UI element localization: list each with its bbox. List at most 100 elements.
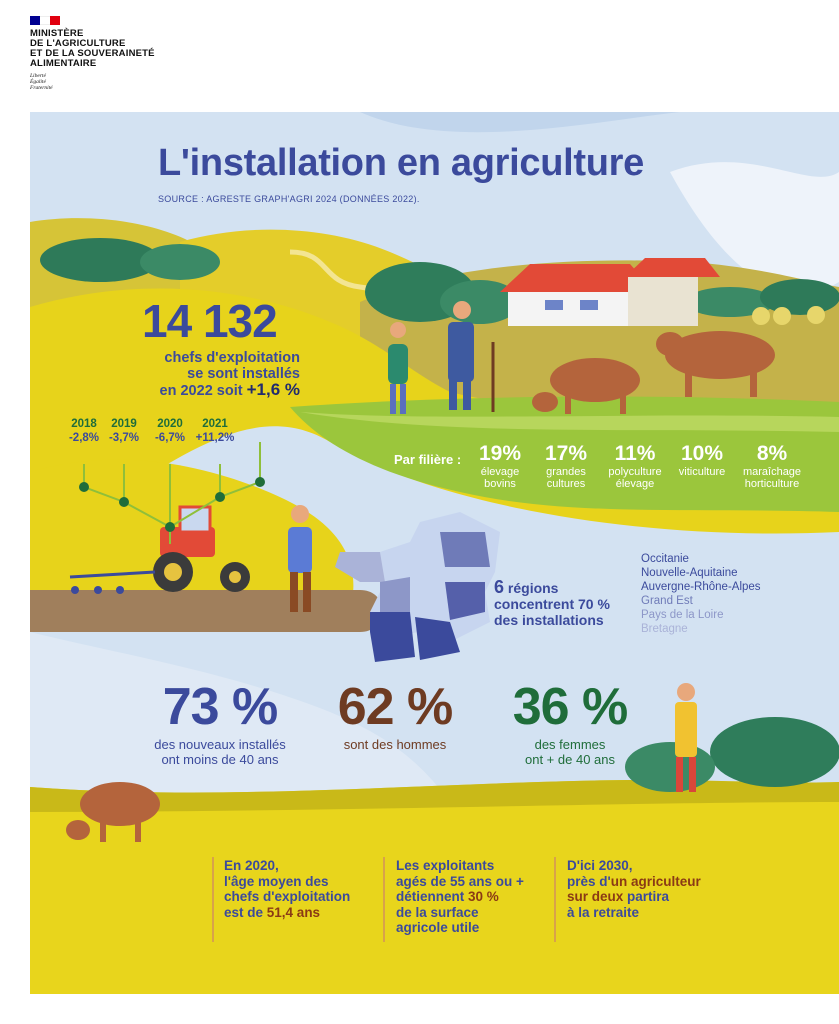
regions-count-word: régions [507,580,559,596]
regions-line: 6 régions [494,577,610,597]
stat-label: des femmes [534,737,606,752]
ministry-line: ET DE LA SOUVERAINETÉ [30,48,155,59]
filiere-label-line: élevage [615,478,655,490]
trend-lines [79,442,265,544]
regions-verb: concentrent [494,596,575,612]
ministry-line: DE L'AGRICULTURE [30,38,126,49]
regions-list: Occitanie Nouvelle-Aquitaine Auvergne-Rh… [641,552,761,636]
headline-line-text: en 2022 soit [159,383,243,399]
stat-men: 62 % sont des hommes [315,677,475,752]
headline-line: en 2022 soit +1,6 % [128,380,300,399]
note-line: est de 51,4 ans [224,905,384,921]
divider [212,857,214,942]
filiere-label-line: viticulture [678,466,726,478]
note-line: près d'un agriculteur [567,874,747,890]
note-line: l'âge moyen des [224,873,329,889]
trend-point [215,492,225,502]
infographic-poster: L'installation en agriculture SOURCE : A… [30,112,839,994]
filiere-pct: 17% [544,442,588,465]
note-line: de la surface [396,904,479,920]
filiere-item: 19% élevage bovins [470,442,530,490]
filiere-label-line: maraîchage [742,466,802,478]
filiere-label-line: cultures [546,478,586,490]
filiere-label-line: grandes [546,466,586,478]
landscape-illustration [30,112,839,994]
region-name: Grand Est [641,595,693,607]
filiere-label-line: bovins [484,478,516,490]
regions-summary: 6 régions concentrent 70 % des installat… [494,577,610,628]
filiere-pct: 11% [614,442,656,465]
stat-label: ont moins de 40 ans [161,752,279,767]
ministry-line: ALIMENTAIRE [30,58,97,69]
region-name: Bretagne [641,623,688,635]
note-average-age: En 2020, l'âge moyen des chefs d'exploit… [224,858,384,920]
filiere-pct: 10% [680,442,724,465]
note-line: D'ici 2030, [567,858,633,873]
stat-label: sont des hommes [343,737,447,752]
trend-point [79,482,89,492]
filiere-item: 10% viticulture [672,442,732,478]
region-name: Auvergne-Rhône-Alpes [641,581,761,593]
regions-line: des installations [494,612,604,628]
filiere-label-line: horticulture [744,478,800,490]
motto-line: Égalité [30,79,46,85]
filiere-pct: 8% [756,442,788,465]
motto-line: Liberté [30,73,46,79]
regions-pct: 70 % [578,596,610,612]
note-text: est de [224,904,267,920]
trend-value: -3,7% [108,432,140,444]
headline-text: chefs d'exploitation se sont installés e… [128,350,300,399]
stat-label: des nouveaux installés [154,737,286,752]
stat-label: ont + de 40 ans [525,752,615,767]
headline-line: se sont installés [187,366,300,382]
note-line: agés de 55 ans ou + [396,873,524,889]
trend-point [255,477,265,487]
page-title: L'installation en agriculture [158,142,644,184]
note-text: près d' [567,873,611,889]
trend-year: 2019 [111,418,137,430]
motto-line: Fraternité [30,85,53,91]
note-older-farmers: Les exploitants agés de 55 ans ou + déti… [396,858,556,936]
trend-value: -2,8% [68,432,100,444]
region-name: Nouvelle-Aquitaine [641,567,738,579]
trend-year: 2018 [71,418,97,430]
note-line: détiennent 30 % [396,889,556,905]
regions-count: 6 [494,577,505,597]
region-name: Pays de la Loire [641,609,724,621]
ministry-line: MINISTÈRE [30,28,84,39]
region-name: Occitanie [641,553,689,565]
note-retirement: D'ici 2030, près d'un agriculteur sur de… [567,858,747,920]
note-highlight: 30 % [468,889,499,904]
stat-women: 36 % des femmes ont + de 40 ans [490,677,650,767]
note-highlight: 51,4 ans [266,904,321,920]
ministry-name: MINISTÈRE DE L'AGRICULTURE ET DE LA SOUV… [30,29,230,69]
filiere-label: Par filière : [394,452,462,467]
note-line: En 2020, [224,858,279,873]
note-line: Les exploitants [396,858,495,873]
regions-line: concentrent 70 % [494,596,610,612]
note-text: détiennent [396,889,469,904]
note-text: partira [623,889,670,904]
filiere-label-line: élevage [480,466,520,478]
note-line: agricole utile [396,920,480,935]
divider [383,857,385,942]
ministry-logo[interactable]: MINISTÈRE DE L'AGRICULTURE ET DE LA SOUV… [30,16,230,91]
filiere-item: 17% grandes cultures [536,442,596,490]
note-line: chefs d'exploitation [224,889,351,904]
note-line: à la retraite [567,904,640,920]
note-line: sur deux partira [567,889,747,905]
note-highlight: sur deux [567,889,624,904]
divider [554,857,556,942]
trend-year: 2020 [157,418,183,430]
headline-number: 14 132 [142,295,278,347]
stat-value: 62 % [337,678,454,736]
filiere-label-line: polyculture [608,466,662,478]
headline-line: chefs d'exploitation [164,350,300,366]
headline-pct: +1,6 % [246,380,300,399]
french-flag-icon [30,16,60,25]
trend-point [165,522,175,532]
source-note: SOURCE : AGRESTE GRAPH'AGRI 2024 (DONNÉE… [158,194,420,204]
note-highlight: un agriculteur [610,873,701,889]
stat-value: 36 % [512,678,629,736]
filiere-pct: 19% [478,442,522,465]
